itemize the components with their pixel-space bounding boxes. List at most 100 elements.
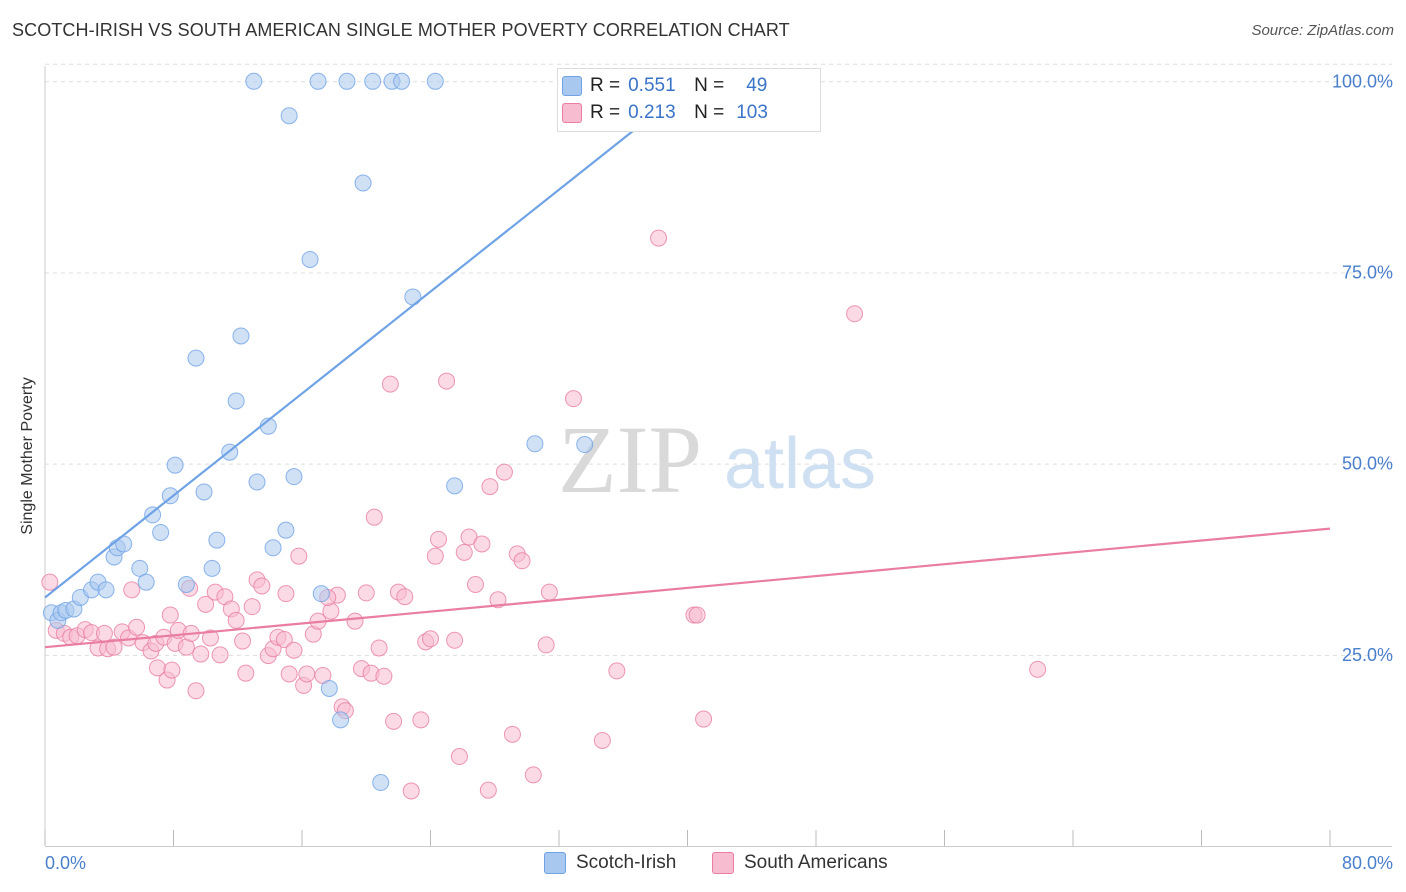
south-americans-point [688,606,706,624]
tick-labels: 25.0% 50.0% 75.0% 100.0% 0.0% 80.0% [45,71,1393,873]
y-tick-label: 100.0% [1332,71,1393,91]
scotch-irish-point [354,174,372,192]
x-tick-label: 80.0% [1342,853,1393,873]
gridlines [45,63,1392,656]
scotch-irish-point [372,774,390,792]
south-americans-point [237,664,255,682]
south-americans-point [466,575,484,593]
south-americans-point [564,390,582,408]
south-americans-point [128,618,146,636]
south-americans-point [346,612,364,630]
south-americans-point [280,665,298,683]
south-americans-point [495,463,513,481]
south-americans-point [524,766,542,784]
scotch-irish-point [576,436,594,454]
trend-line-south-americans [44,527,1331,649]
south-americans-point [608,662,626,680]
scotch-irish-point [285,468,303,486]
legend-row-south-americans: R = 0.213 N = 103 [562,101,768,125]
south-americans-point [105,638,123,656]
bottom-legend-south-americans: South Americans [712,852,888,874]
south-americans-point [227,611,245,629]
south-americans-point [402,782,420,800]
series-south-americans-points [41,229,1047,800]
scotch-irish-point [301,250,319,268]
south-americans-point [322,602,340,620]
south-americans-point [381,375,399,393]
south-americans-point [650,229,668,247]
legend-n-label: N = [694,102,725,123]
south-americans-point [513,552,531,570]
south-americans-point [846,305,864,323]
scotch-irish-point [320,679,338,697]
south-americans-point [290,547,308,565]
scotch-irish-point [177,575,195,593]
scotch-irish-point [203,559,221,577]
south-americans-point [426,547,444,565]
scotch-irish-point [393,72,411,90]
scotch-irish-point [248,473,266,491]
scotch-irish-point [338,72,356,90]
south-americans-point [375,667,393,685]
south-americans-point [593,731,611,749]
scotch-irish-point [144,506,162,524]
south-americans-point [197,595,215,613]
south-americans-point [234,632,252,650]
south-americans-point [275,631,293,649]
scotch-irish-point [166,456,184,474]
south-americans-point [285,641,303,659]
series-scotch-irish-points [42,72,594,792]
south-americans-point [253,577,271,595]
scotch-irish-point [264,539,282,557]
legend-r-label: R = [590,102,621,123]
south-americans-point [430,530,448,548]
south-americans-point [163,661,181,679]
south-americans-point [385,712,403,730]
south-americans-point [503,725,521,743]
watermark-atlas: atlas [724,424,876,504]
south-americans-point [446,631,464,649]
south-americans-point [489,591,507,609]
y-axis-label: Single Mother Poverty [19,377,36,535]
south-americans-point [481,478,499,496]
legend-n-value: 103 [736,102,768,123]
chart-source: Source: ZipAtlas.com [1251,22,1394,39]
south-americans-point [277,585,295,603]
south-americans-point [450,748,468,766]
south-americans-point [370,639,388,657]
legend-swatch-south-americans [562,103,582,123]
y-tick-label: 25.0% [1342,645,1393,665]
scotch-irish-point [187,349,205,367]
legend-r-value: 0.213 [628,102,676,123]
south-americans-point [540,583,558,601]
south-americans-point [365,508,383,526]
south-americans-point [123,581,141,599]
x-tick-label: 0.0% [45,853,86,873]
south-americans-point [455,543,473,561]
south-americans-point [422,630,439,648]
scotch-irish-point [137,573,155,591]
y-tick-label: 50.0% [1342,454,1393,474]
bottom-legend-scotch-irish: Scotch-Irish [544,852,676,874]
scotch-irish-point [364,72,382,90]
south-americans-point [412,711,430,729]
watermark-zip: ZIP [558,406,702,513]
legend-n-value: 49 [746,75,768,96]
axes [44,66,1392,847]
y-tick-label: 75.0% [1342,262,1393,282]
watermark: ZIP atlas [558,406,876,513]
south-americans-point [396,588,414,606]
bottom-legend-label-south-americans: South Americans [744,852,888,873]
south-americans-point [479,781,497,799]
scotch-irish-point [227,392,245,410]
south-americans-point [473,535,491,553]
bottom-legend-label-scotch-irish: Scotch-Irish [576,852,677,873]
south-americans-point [357,584,375,602]
scotch-irish-point [152,523,170,541]
scotch-irish-point [426,72,444,90]
south-americans-point [438,372,456,390]
scotch-irish-point [195,483,213,501]
south-americans-point [187,682,205,700]
legend-n-label: N = [694,75,725,96]
